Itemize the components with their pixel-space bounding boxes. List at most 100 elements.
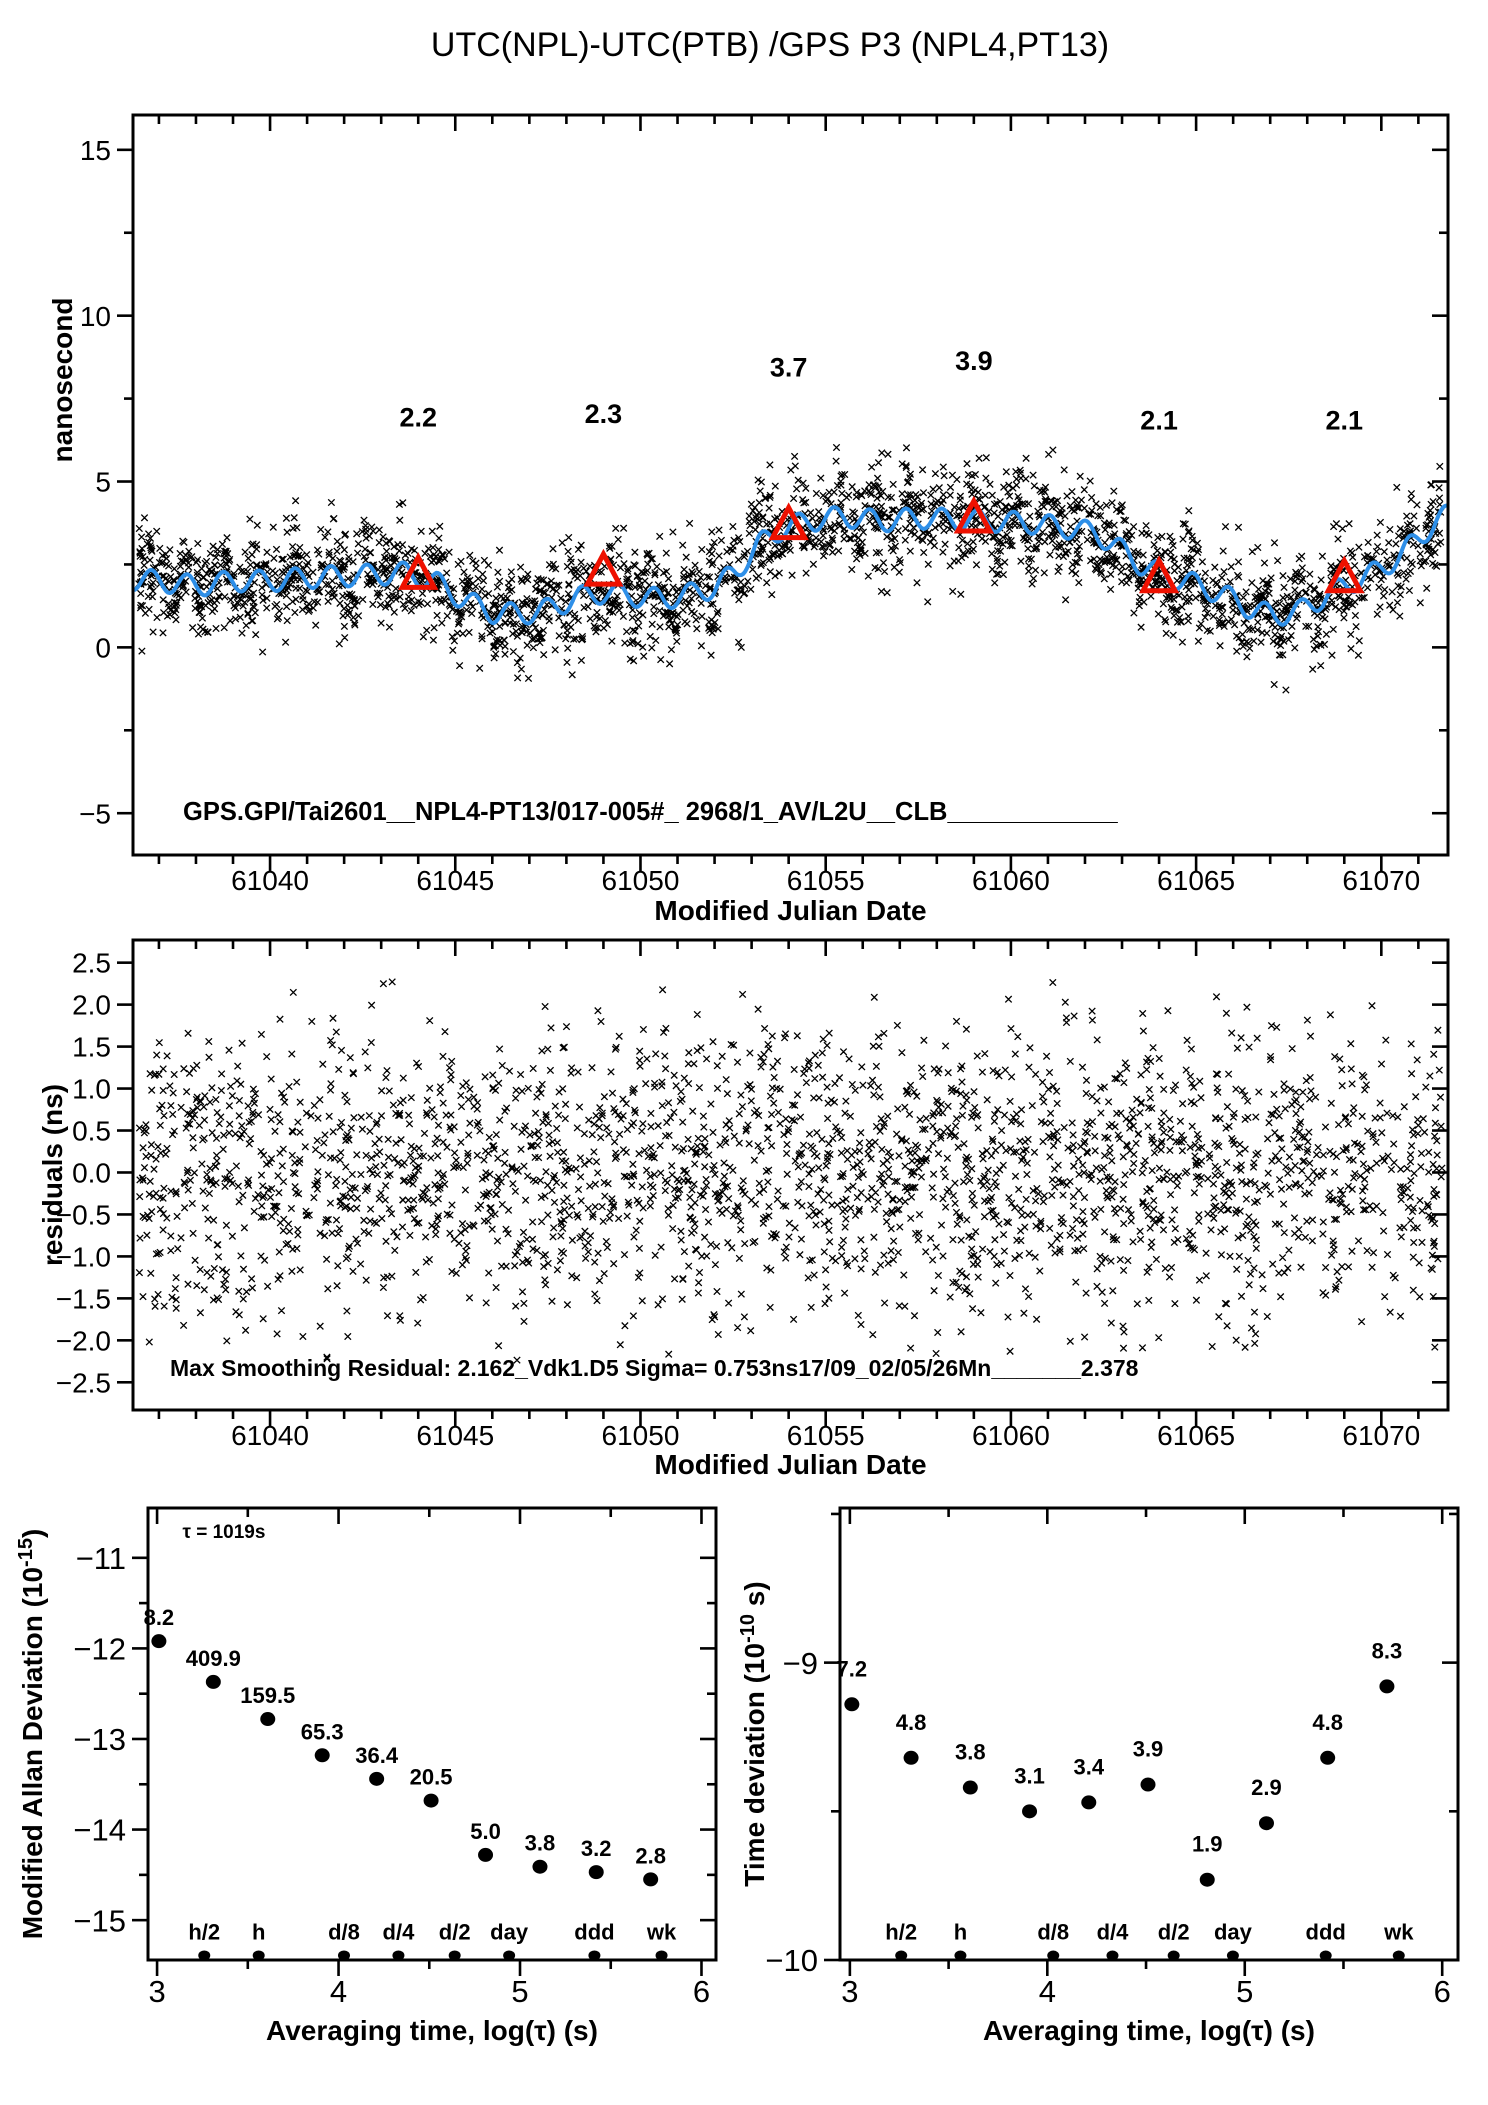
data-point: [478, 1847, 494, 1862]
data-point-label: 3.8: [525, 1831, 556, 1856]
plot-frame: [131, 113, 1450, 857]
tau-marker-dot: [1319, 1950, 1332, 1961]
panel-tdev: 7.2 4.8 3.8 3.1 3.4 3.9 1.9 2.9 4.8 8.3 h/2 h d/8 d/4…: [737, 1506, 1460, 2046]
y-axis-title-text: ): [17, 1529, 48, 1538]
tau-annotation: τ = 1019s: [182, 1522, 265, 1543]
x-tick-label: 61040: [231, 1420, 309, 1451]
x-tick-label: 5: [511, 1974, 528, 2009]
y-tick-label: 5: [95, 467, 111, 498]
tau-marker-dot: [1047, 1950, 1060, 1961]
x-tick-label: 3: [841, 1974, 858, 2009]
y-tick-label: −1.5: [56, 1283, 111, 1314]
data-point-label: 1.9: [1192, 1832, 1223, 1857]
tau-marker-label: ddd: [574, 1919, 614, 1944]
calibration-triangle: [398, 552, 439, 590]
y-axis-title: Modified Allan Deviation (10-15): [15, 1529, 48, 1940]
data-point: [588, 1865, 604, 1880]
data-point: [423, 1793, 439, 1808]
tau-marker-label: d/2: [1158, 1920, 1190, 1945]
data-point: [369, 1771, 385, 1786]
y-tick-label: 0: [95, 632, 111, 663]
tau-marker-label: wk: [646, 1919, 677, 1944]
data-point-label: 3.9: [1133, 1737, 1164, 1762]
tau-marker-label: d/2: [439, 1919, 471, 1944]
data-point: [532, 1859, 548, 1874]
ticks: [132, 1508, 716, 1976]
panel-residuals: Max Smoothing Residual: 2.162_Vdk1.D5 Si…: [37, 938, 1450, 1480]
tau-marker-dot: [503, 1950, 516, 1961]
tau-marker-dot: [588, 1950, 601, 1961]
x-tick-label: 61045: [416, 1420, 494, 1451]
figure-title: UTC(NPL)-UTC(PTB) /GPS P3 (NPL4,PT13): [431, 26, 1109, 64]
data-point: [205, 1674, 221, 1689]
x-tick-label: 3: [148, 1974, 165, 2009]
y-tick-label: −13: [73, 1722, 126, 1757]
x-tick-label: 61045: [416, 865, 494, 896]
tau-marker-dot: [954, 1950, 967, 1961]
panel-phase: 2.2 2.3 3.7 3.9 2.1 2.1 GPS.GPI/Tai2601__NPL4-…: [47, 113, 1450, 926]
data-point-label: 8.3: [1372, 1638, 1403, 1663]
plot-frame: [146, 1506, 718, 1962]
tau-marker-dot: [1226, 1950, 1239, 1961]
tau-marker-label: h: [954, 1920, 967, 1945]
y-tick-label: −1.0: [56, 1241, 111, 1272]
data-point-label: 4.8: [1312, 1710, 1343, 1735]
data-point-label: 20.5: [410, 1765, 453, 1790]
tau-marker-label: h: [252, 1919, 265, 1944]
y-axis-title-text: Time deviation (10: [739, 1643, 770, 1887]
x-tick-label: 61050: [602, 1420, 680, 1451]
data-point-label: 3.4: [1073, 1754, 1104, 1779]
tau-marker-label: day: [1214, 1920, 1253, 1945]
tau-marker-dot: [252, 1950, 265, 1961]
data-point: [151, 1634, 167, 1649]
x-axis-title: Averaging time, log(τ) (s): [983, 2015, 1315, 2046]
tau-marker-dot: [1392, 1950, 1405, 1961]
y-tick-label: 0.5: [72, 1116, 111, 1147]
y-tick-label: −9: [783, 1646, 818, 1681]
tau-marker-label: day: [490, 1919, 529, 1944]
x-tick-label: 6: [693, 1974, 710, 2009]
plot-frame: [838, 1506, 1460, 1962]
data-point-label: 36.4: [355, 1743, 399, 1768]
y-axis-title-text: s): [739, 1581, 770, 1614]
y-tick-label: 10: [80, 301, 111, 332]
y-tick-label: 0.0: [72, 1158, 111, 1189]
calibration-label: 2.3: [585, 399, 623, 429]
ticks: [117, 940, 1448, 1426]
y-axis-title-text: Modified Allan Deviation (10: [17, 1567, 48, 1939]
x-tick-label: 61070: [1342, 865, 1420, 896]
y-tick-label: −12: [73, 1632, 126, 1667]
calibration-label: 3.7: [770, 353, 808, 383]
ticks: [824, 1508, 1458, 1976]
y-tick-label: 2.5: [72, 948, 111, 979]
y-tick-label: −2.0: [56, 1325, 111, 1356]
calibration-triangle: [768, 502, 809, 541]
x-tick-label: 61060: [972, 1420, 1050, 1451]
y-axis-title-superscript: -10: [737, 1614, 759, 1643]
data-point: [1081, 1795, 1097, 1810]
tau-marker-label: wk: [1383, 1920, 1414, 1945]
y-axis-title: Time deviation (10-10 s): [737, 1581, 770, 1886]
x-tick-label: 61070: [1342, 1420, 1420, 1451]
calibration-label: 2.2: [399, 402, 437, 432]
y-tick-label: −10: [765, 1943, 818, 1978]
data-point-label: 409.9: [186, 1646, 241, 1671]
y-axis-title: residuals (ns): [37, 1084, 68, 1266]
tau-marker-dot: [1167, 1950, 1180, 1961]
y-axis-title: nanosecond: [47, 298, 78, 463]
x-tick-label: 61060: [972, 865, 1050, 896]
tau-marker-label: d/4: [1097, 1920, 1130, 1945]
y-axis-title-text: nanosecond: [47, 298, 78, 463]
data-point-label: 3.1: [1014, 1763, 1045, 1788]
x-axis-title: Modified Julian Date: [654, 895, 926, 926]
tau-marker-dot: [198, 1950, 211, 1961]
data-point: [1140, 1777, 1156, 1792]
calibration-triangle: [583, 548, 624, 587]
tau-marker-label: h/2: [188, 1919, 220, 1944]
y-tick-label: 1.0: [72, 1074, 111, 1105]
y-tick-label: 15: [80, 135, 111, 166]
inline-status-text: GPS.GPI/Tai2601__NPL4-PT13/017-005#_ 296…: [183, 798, 1118, 826]
